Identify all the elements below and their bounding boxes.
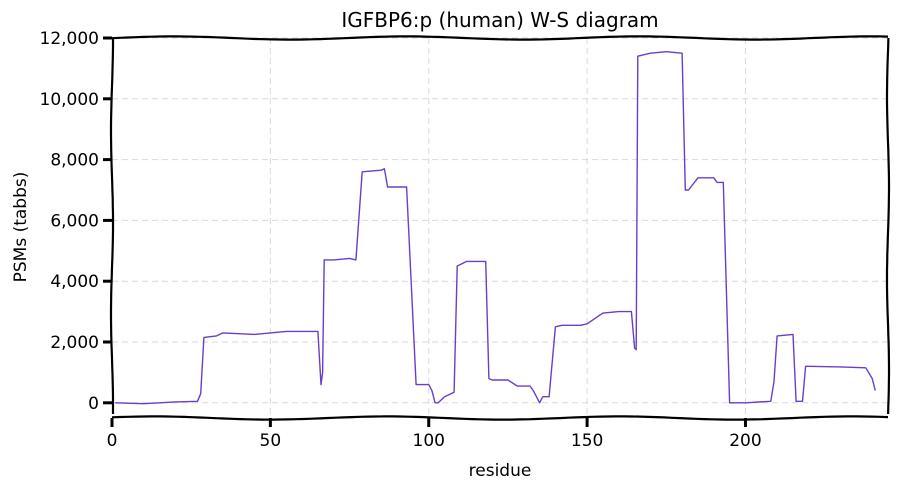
x-tick-label: 100 (413, 431, 445, 451)
y-tick-label: 4,000 (50, 272, 99, 292)
x-tick-label: 0 (107, 431, 118, 451)
x-axis-ticks: 0 50 100 150 200 (107, 418, 762, 451)
y-tick-label: 8,000 (50, 151, 99, 171)
y-tick-label: 10,000 (40, 90, 99, 110)
y-tick-label: 0 (88, 394, 99, 414)
y-tick-label: 2,000 (50, 333, 99, 353)
y-axis-ticks: 0 2,000 4,000 6,000 8,000 10,000 12,000 (40, 29, 112, 414)
y-axis-label: PSMs (tabbs) (11, 172, 31, 283)
series-line-1 (115, 51, 876, 405)
x-tick-label: 150 (571, 431, 603, 451)
y-tick-label: 12,000 (40, 29, 99, 49)
chart-title: IGFBP6:p (human) W-S diagram (341, 8, 658, 32)
x-tick-label: 50 (260, 431, 282, 451)
x-tick-label: 200 (729, 431, 761, 451)
grid-lines (112, 37, 888, 418)
x-axis-label: residue (469, 461, 532, 481)
series-layer (115, 51, 876, 405)
plot-frame (109, 35, 891, 421)
y-tick-label: 6,000 (50, 211, 99, 231)
